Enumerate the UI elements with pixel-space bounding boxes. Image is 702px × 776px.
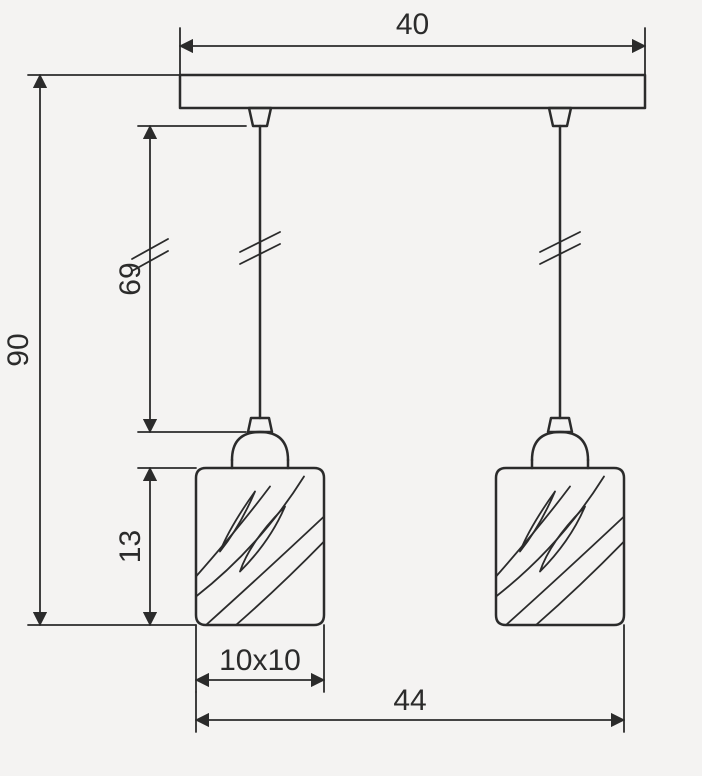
cord-connector (549, 108, 571, 126)
socket-cup (232, 432, 288, 460)
socket-cup (532, 432, 588, 460)
cord-connector (249, 108, 271, 126)
lamp-shade (496, 468, 624, 625)
ceiling-bar (180, 75, 645, 108)
dim-bar-width: 40 (396, 8, 429, 41)
dim-overall-width: 44 (393, 684, 426, 717)
dim-overall-height: 90 (2, 333, 35, 366)
lamp-shade (196, 468, 324, 625)
dimensional-drawing: 40 90 69 13 10x10 44 (0, 0, 702, 776)
dim-shade-footprint: 10x10 (219, 644, 301, 677)
dim-shade-height: 13 (114, 530, 147, 563)
dim-cord-length: 69 (114, 262, 147, 295)
